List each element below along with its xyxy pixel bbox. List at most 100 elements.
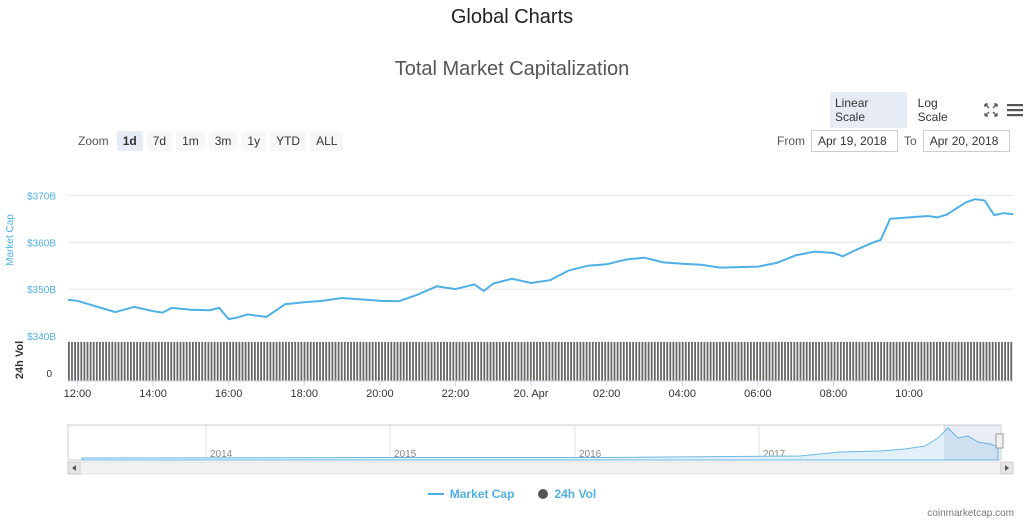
log-scale-button[interactable]: Log Scale bbox=[917, 96, 948, 124]
vol-bar bbox=[818, 341, 820, 381]
vol-bar bbox=[213, 341, 216, 381]
scale-buttons: Linear Scale Log Scale bbox=[830, 92, 1024, 128]
vol-bar bbox=[195, 341, 197, 381]
vol-legend-icon bbox=[538, 489, 549, 499]
vol-bar bbox=[498, 341, 501, 381]
vol-bar bbox=[706, 341, 709, 381]
hamburger-menu-icon[interactable] bbox=[1006, 101, 1024, 119]
vol-bar bbox=[381, 341, 383, 381]
vol-bar bbox=[790, 341, 793, 381]
vol-bar bbox=[548, 341, 551, 381]
zoom-1y-button[interactable]: 1y bbox=[241, 131, 267, 151]
vol-bar bbox=[80, 341, 83, 381]
vol-bar bbox=[967, 341, 969, 381]
vol-bar bbox=[911, 341, 913, 381]
vol-bar bbox=[725, 341, 727, 381]
vol-bar bbox=[579, 341, 582, 381]
vol-bar bbox=[390, 341, 393, 381]
vol-bar bbox=[92, 341, 95, 381]
zoom-7d-button[interactable]: 7d bbox=[146, 131, 173, 151]
vol-bar bbox=[564, 341, 566, 381]
y-tick-label: $350B bbox=[27, 285, 56, 296]
vol-bar bbox=[145, 341, 148, 381]
x-tick-label: 10:00 bbox=[895, 388, 923, 400]
vol-bar bbox=[759, 341, 762, 381]
vol-bar bbox=[254, 341, 256, 381]
market-cap-series-line bbox=[67, 198, 1014, 321]
vol-bar bbox=[285, 341, 287, 381]
to-date-input[interactable] bbox=[922, 130, 1010, 152]
vol-bar bbox=[901, 341, 904, 381]
vol-bar bbox=[914, 341, 917, 381]
zoom-1d-button[interactable]: 1d bbox=[116, 131, 143, 151]
vol-bar bbox=[384, 341, 386, 381]
vol-bar bbox=[746, 341, 749, 381]
legend-item-market-cap[interactable]: Market Cap bbox=[427, 487, 514, 501]
legend-item-24h-vol[interactable]: 24h Vol bbox=[538, 487, 596, 501]
vol-bar bbox=[743, 341, 746, 381]
vol-bar bbox=[768, 341, 771, 381]
vol-bar bbox=[653, 341, 656, 381]
from-date-input[interactable] bbox=[811, 130, 898, 152]
vol-bar bbox=[781, 341, 783, 381]
vol-bar bbox=[480, 341, 483, 381]
vol-bar bbox=[824, 341, 827, 381]
vol-bar bbox=[343, 341, 346, 381]
vol-bar bbox=[269, 341, 272, 381]
vol-bar bbox=[303, 341, 306, 381]
vol-bar bbox=[523, 341, 526, 381]
vol-bar bbox=[536, 341, 538, 381]
vol-bar bbox=[808, 341, 811, 381]
vol-bar bbox=[108, 341, 111, 381]
vol-bar bbox=[508, 341, 510, 381]
fullscreen-icon[interactable] bbox=[982, 101, 1000, 119]
navigator-handle[interactable] bbox=[995, 433, 1004, 449]
vol-bar bbox=[272, 341, 275, 381]
vol-bar bbox=[396, 341, 399, 381]
vol-bar bbox=[275, 341, 278, 381]
vol-bar bbox=[622, 341, 625, 381]
market-cap-chart[interactable]: $340B $350B $360B $370B Market Cap 24h Vol 0 1… bbox=[0, 0, 1024, 480]
vol-bar bbox=[886, 341, 889, 381]
vol-bar bbox=[300, 341, 303, 381]
vol-bar bbox=[263, 341, 266, 381]
vol-bar bbox=[557, 341, 560, 381]
vol-bar bbox=[102, 341, 104, 381]
vol-bar bbox=[635, 341, 638, 381]
vol-bar bbox=[86, 341, 89, 381]
vol-bar bbox=[939, 341, 941, 381]
zoom-1m-button[interactable]: 1m bbox=[176, 131, 205, 151]
zoom-3m-button[interactable]: 3m bbox=[208, 131, 238, 151]
vol-bar bbox=[926, 341, 929, 381]
vol-bar bbox=[207, 341, 210, 381]
vol-bar bbox=[582, 341, 585, 381]
vol-bar bbox=[250, 341, 253, 381]
vol-bar bbox=[994, 341, 997, 381]
vol-bar bbox=[123, 341, 126, 381]
vol-bar bbox=[545, 341, 548, 381]
vol-bar bbox=[697, 341, 700, 381]
vol-bar bbox=[142, 341, 145, 381]
linear-scale-button[interactable]: Linear Scale bbox=[830, 92, 907, 128]
vol-bar bbox=[529, 341, 532, 381]
vol-bar bbox=[601, 341, 603, 381]
vol-bar bbox=[238, 341, 241, 381]
vol-bar bbox=[750, 341, 752, 381]
vol-bar bbox=[486, 341, 489, 381]
vol-bar bbox=[464, 341, 467, 381]
vol-bar bbox=[595, 341, 597, 381]
vol-bar bbox=[126, 341, 129, 381]
scrollbar-track[interactable] bbox=[67, 461, 1014, 475]
vol-bar bbox=[619, 341, 622, 381]
vol-bar bbox=[210, 341, 213, 381]
zoom-all-button[interactable]: ALL bbox=[310, 131, 344, 151]
vol-bar bbox=[737, 341, 740, 381]
vol-bar bbox=[712, 341, 715, 381]
vol-bar bbox=[182, 341, 185, 381]
vol-bar bbox=[244, 341, 247, 381]
vol-bar bbox=[492, 341, 495, 381]
vol-bar bbox=[839, 341, 842, 381]
zoom-ytd-button[interactable]: YTD bbox=[270, 131, 307, 151]
vol-bar bbox=[458, 341, 461, 381]
vol-bar bbox=[917, 341, 920, 381]
